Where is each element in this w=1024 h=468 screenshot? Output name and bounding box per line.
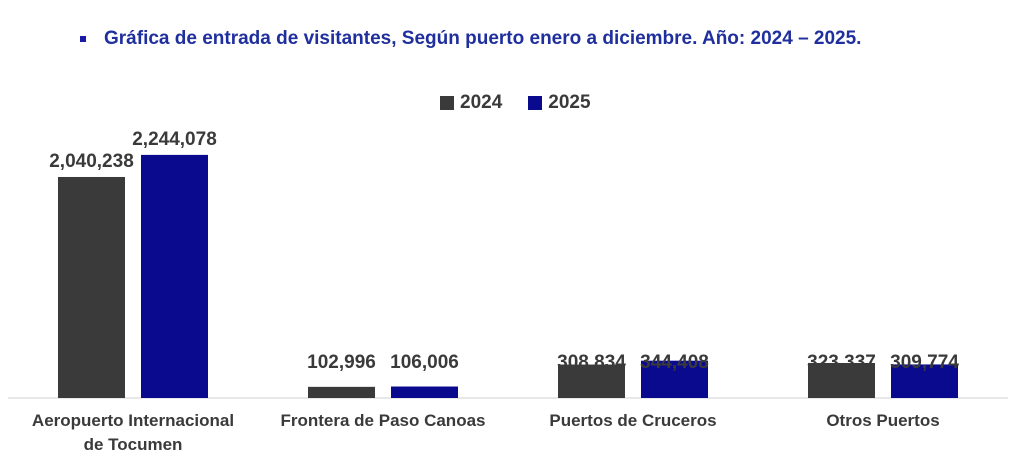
chart-title-row: Gráfica de entrada de visitantes, Según …: [80, 28, 861, 50]
bar-2024-cat-2: [558, 364, 625, 398]
data-label-2025-cat-2: 344,408: [640, 352, 709, 373]
bar-2024-cat-1: [308, 386, 375, 398]
bar-2025-cat-3: [891, 364, 958, 398]
legend-item-2025: 2025: [528, 92, 591, 114]
legend-swatch-2025: [528, 96, 543, 110]
chart-title: Gráfica de entrada de visitantes, Según …: [104, 28, 862, 49]
legend-label-2024: 2024: [460, 92, 503, 113]
data-label-2024-cat-3: 323,337: [807, 352, 876, 373]
legend-label-2025: 2025: [548, 92, 591, 113]
category-label-1-line-0: Frontera de Paso Canoas: [280, 411, 485, 430]
data-label-2025-cat-1: 106,006: [390, 352, 459, 373]
legend-item-2024: 2024: [440, 92, 502, 114]
bar-2024-cat-0: [58, 176, 125, 398]
category-label-2-line-0: Puertos de Cruceros: [549, 411, 716, 430]
chart-legend: 2024 2025: [440, 92, 617, 114]
legend-swatch-2024: [440, 96, 454, 110]
bar-2025-cat-2: [641, 360, 708, 398]
bullet-icon: [80, 36, 86, 42]
data-label-2025-cat-0: 2,244,078: [132, 129, 217, 150]
data-label-2024-cat-2: 308,834: [557, 352, 626, 373]
bar-2024-cat-3: [808, 362, 875, 398]
category-label-0-line-0: Aeropuerto Internacional: [32, 411, 234, 430]
bar-2025-cat-0: [141, 154, 208, 398]
data-label-2024-cat-1: 102,996: [307, 352, 376, 373]
data-label-2024-cat-0: 2,040,238: [49, 151, 134, 172]
category-label-3-line-0: Otros Puertos: [826, 411, 939, 430]
category-label-0-line-1: de Tocumen: [84, 435, 183, 454]
bar-2025-cat-1: [391, 386, 458, 398]
data-label-2025-cat-3: 309,774: [890, 352, 959, 373]
